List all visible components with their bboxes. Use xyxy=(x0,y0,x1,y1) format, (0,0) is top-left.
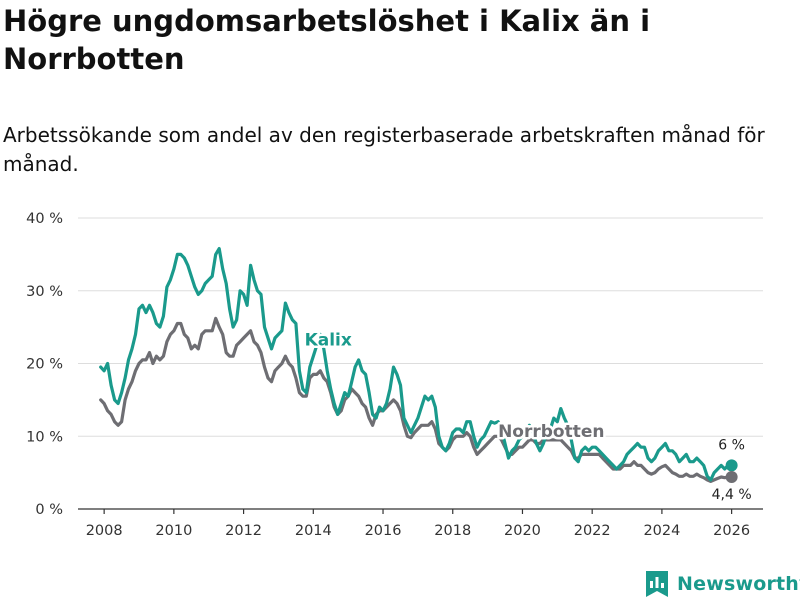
chart-title: Högre ungdomsarbetslöshet i Kalix än i N… xyxy=(3,4,651,76)
x-tick-label: 2010 xyxy=(155,523,192,539)
newsworthy-logo-icon xyxy=(646,571,668,597)
x-tick-label: 2008 xyxy=(86,523,123,539)
x-tick-label: 2014 xyxy=(295,523,332,539)
y-tick-label: 30 % xyxy=(26,284,63,300)
x-tick-label: 2024 xyxy=(643,523,680,539)
x-tick-label: 2026 xyxy=(713,523,750,539)
y-tick-label: 20 % xyxy=(26,357,63,373)
y-tick-label: 0 % xyxy=(35,502,63,518)
end-point-kalix xyxy=(725,459,738,472)
brand-name: Newsworthy xyxy=(677,573,800,595)
series-label-norrbotten: Norrbotten xyxy=(498,422,604,442)
series-line-kalix xyxy=(99,247,734,482)
x-tick-label: 2022 xyxy=(574,523,611,539)
series-label-kalix: Kalix xyxy=(305,330,352,350)
x-tick-label: 2016 xyxy=(365,523,402,539)
brand-logo: Newsworthy xyxy=(645,569,800,599)
y-tick-label: 10 % xyxy=(26,429,63,445)
y-tick-label: 40 % xyxy=(26,211,63,227)
x-tick-label: 2018 xyxy=(434,523,471,539)
x-tick-label: 2020 xyxy=(504,523,541,539)
x-tick-label: 2012 xyxy=(225,523,262,539)
end-label-kalix: 6 % xyxy=(718,437,745,453)
end-label-norrbotten: 4,4 % xyxy=(712,487,752,503)
series-line-norrbotten xyxy=(99,316,734,483)
chart-subtitle: Arbetssökande som andel av den registerb… xyxy=(3,123,765,176)
end-point-norrbotten xyxy=(725,470,738,483)
